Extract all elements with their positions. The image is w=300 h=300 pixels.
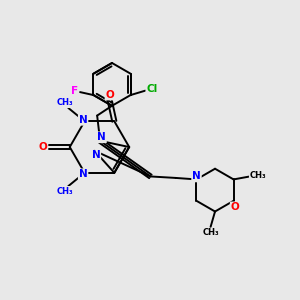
Text: N: N [79,169,88,179]
Text: O: O [231,202,239,212]
Text: F: F [70,85,78,96]
Text: N: N [92,150,100,160]
Text: O: O [38,142,47,152]
Text: CH₃: CH₃ [202,228,219,237]
Text: Cl: Cl [146,84,158,94]
Text: N: N [192,171,201,182]
Text: N: N [79,115,88,125]
Text: CH₃: CH₃ [57,187,74,196]
Text: O: O [106,89,114,100]
Text: CH₃: CH₃ [250,171,266,180]
Text: CH₃: CH₃ [57,98,74,107]
Text: N: N [97,132,106,142]
